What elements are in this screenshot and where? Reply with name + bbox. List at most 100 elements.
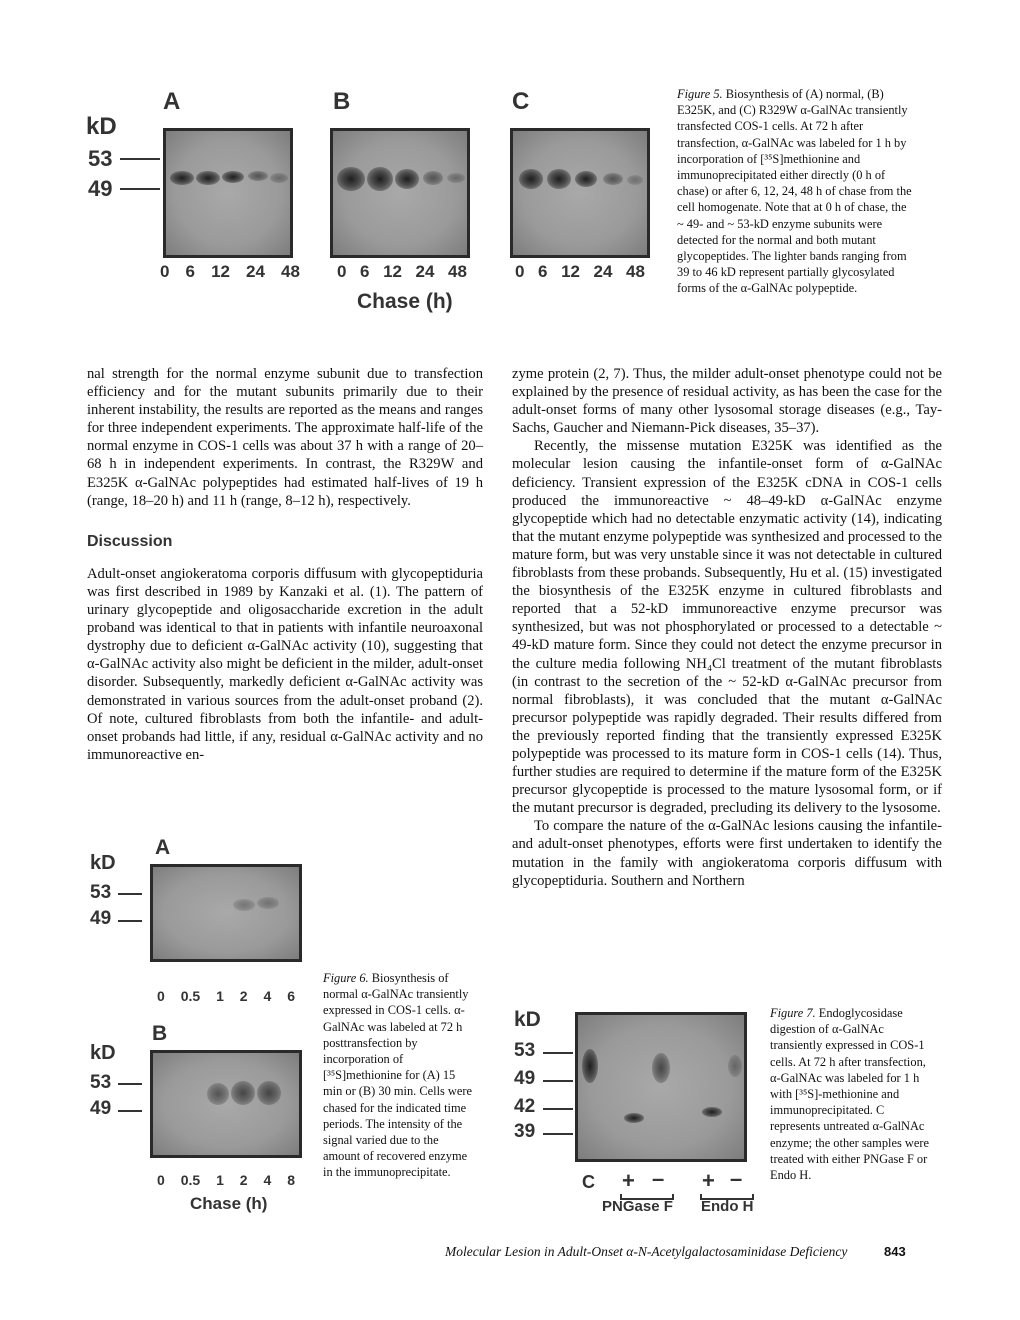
group-label-pngase: PNGase F — [602, 1198, 673, 1215]
paragraph: Recently, the missense mutation E325K wa… — [512, 438, 942, 817]
kd-label: kD — [90, 852, 116, 874]
marker-line-53 — [118, 893, 142, 895]
gel-band — [603, 173, 623, 185]
gel-band — [627, 175, 643, 185]
gel-band — [519, 169, 543, 189]
gel-band — [207, 1083, 229, 1105]
kd-label: kD — [90, 1042, 116, 1064]
gel-band — [270, 173, 288, 183]
right-column: zyme protein (2, 7). Thus, the milder ad… — [512, 365, 942, 890]
lane: 24 — [593, 262, 613, 281]
group-label-endoh: Endo H — [701, 1198, 754, 1215]
gel-band — [337, 167, 365, 191]
lane: 2 — [239, 1172, 248, 1188]
x-axis-label: Chase (h) — [190, 1194, 268, 1213]
lane: 1 — [216, 1172, 224, 1188]
lane: 12 — [211, 262, 230, 281]
gel-band — [257, 1081, 281, 1105]
caption-label: Figure 5. — [677, 87, 723, 101]
gel-band — [624, 1113, 644, 1123]
lane: 6 — [360, 262, 370, 281]
panel-label-a: A — [155, 836, 171, 859]
kd-label: kD — [86, 113, 117, 140]
paragraph: nal strength for the normal enzyme subun… — [87, 366, 483, 509]
lane: 24 — [415, 262, 435, 281]
lane: 8 — [287, 1172, 295, 1188]
gel-band — [582, 1049, 598, 1083]
marker-49: 49 — [90, 1098, 112, 1119]
gel-band — [395, 169, 419, 189]
gel-c — [510, 128, 650, 258]
gel-a — [150, 864, 302, 962]
panel-label-a: A — [163, 88, 181, 115]
gel-band — [367, 167, 393, 191]
gel-band — [222, 171, 244, 183]
lane-label: + — [622, 1168, 635, 1193]
marker-53: 53 — [90, 1072, 112, 1093]
lane: 4 — [263, 1172, 272, 1188]
lane: 6 — [287, 988, 295, 1004]
kd-label: kD — [514, 1008, 541, 1031]
lane: 48 — [448, 262, 467, 281]
gel-band — [423, 171, 443, 185]
lane-label-control: C — [582, 1172, 595, 1192]
lane: 0 — [157, 1172, 165, 1188]
lane: 48 — [281, 262, 300, 281]
page-number: 843 — [884, 1244, 906, 1259]
lane: 0 — [337, 262, 347, 281]
gel-band — [196, 171, 220, 185]
bracket — [620, 1194, 674, 1200]
marker-line-42 — [543, 1108, 573, 1110]
lane-label: + — [702, 1168, 715, 1193]
marker-line-49 — [118, 920, 142, 922]
gel-band — [233, 899, 255, 911]
figure-5-caption: Figure 5. Biosynthesis of (A) normal, (B… — [677, 86, 915, 297]
caption-text: Biosynthesis of (A) normal, (B) E325K, a… — [677, 87, 912, 296]
lane: 0 — [515, 262, 525, 281]
marker-line-39 — [543, 1133, 573, 1135]
gel-band — [728, 1055, 742, 1077]
gel-band — [575, 171, 597, 187]
marker-line-49 — [118, 1110, 142, 1112]
paragraph: Adult-onset angiokeratoma corporis diffu… — [87, 565, 483, 763]
running-title: Molecular Lesion in Adult-Onset α-N-Acet… — [445, 1244, 848, 1259]
caption-label: Figure 7. — [770, 1006, 816, 1020]
caption-label: Figure 6. — [323, 971, 369, 985]
lane: 0.5 — [180, 988, 201, 1004]
paragraph: zyme protein (2, 7). Thus, the milder ad… — [512, 366, 942, 437]
lane-labels-c: 0 6 12 24 48 — [515, 262, 645, 282]
marker-line-53 — [543, 1052, 573, 1054]
lane-labels-b: 0 0.5 1 2 4 8 — [157, 1172, 295, 1188]
lane: 1 — [216, 988, 224, 1004]
left-column: nal strength for the normal enzyme subun… — [87, 365, 483, 764]
marker-42: 42 — [514, 1096, 536, 1117]
caption-text: Endoglycosidase digestion of α-GalNAc tr… — [770, 1006, 929, 1183]
lane: 48 — [626, 262, 645, 281]
gel-band — [248, 171, 268, 181]
lane-labels-b: 0 6 12 24 48 — [337, 262, 467, 282]
gel-band — [547, 169, 571, 189]
gel-band — [257, 897, 279, 909]
lane-label: – — [652, 1166, 665, 1191]
marker-line-53 — [120, 158, 160, 160]
gel-band — [652, 1053, 670, 1083]
gel-b — [150, 1050, 302, 1158]
lane: 4 — [263, 988, 272, 1004]
caption-text: Biosynthesis of normal α-GalNAc transien… — [323, 971, 473, 1180]
marker-53: 53 — [514, 1040, 536, 1061]
panel-label-b: B — [333, 88, 351, 115]
gel-band — [170, 171, 194, 185]
panel-label-c: C — [512, 88, 530, 115]
marker-line-53 — [118, 1083, 142, 1085]
figure-6-caption: Figure 6. Biosynthesis of normal α-GalNA… — [323, 970, 475, 1181]
lane: 6 — [538, 262, 548, 281]
lane: 12 — [561, 262, 580, 281]
gel-band — [702, 1107, 722, 1117]
gel-band — [447, 173, 465, 183]
lane: 2 — [239, 988, 248, 1004]
marker-49: 49 — [88, 176, 113, 201]
marker-39: 39 — [514, 1121, 536, 1142]
figure-7-caption: Figure 7. Endoglycosidase digestion of α… — [770, 1005, 930, 1183]
marker-49: 49 — [514, 1068, 536, 1089]
paragraph: To compare the nature of the α-GalNAc le… — [512, 818, 942, 889]
